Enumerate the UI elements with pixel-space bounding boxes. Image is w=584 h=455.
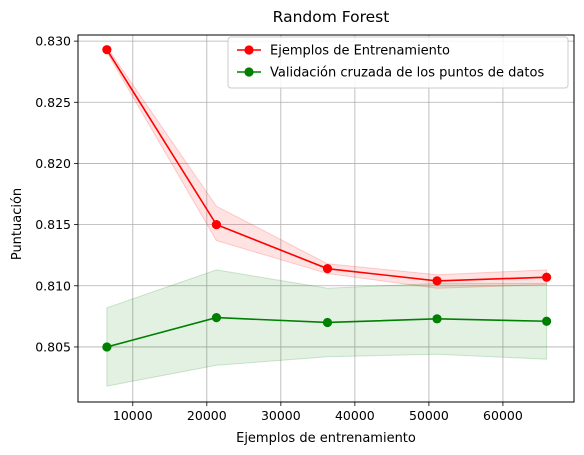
legend-swatch-marker (244, 67, 254, 77)
data-point-series-1 (432, 276, 442, 286)
legend-swatch-marker (244, 45, 254, 55)
legend: Ejemplos de Entrenamiento Validación cruz… (227, 36, 569, 89)
axis-ticks: 10000 20000 30000 40000 50000 60000 0.805 0.810… (35, 34, 523, 423)
gridlines (78, 35, 574, 402)
data-point-series-2 (322, 317, 333, 328)
y-axis-title: Puntuación (10, 188, 25, 260)
y-tick-label: 0.820 (35, 156, 71, 171)
legend-label: Ejemplos de Entrenamiento (270, 44, 450, 59)
x-tick-label: 10000 (113, 408, 153, 423)
data-point-series-1 (542, 272, 552, 282)
x-tick-label: 30000 (261, 408, 301, 423)
data-point-series-1 (102, 45, 112, 55)
confidence-band-series-2 (106, 269, 548, 387)
y-tick-label: 0.815 (35, 217, 71, 232)
series-markers (102, 45, 552, 352)
x-tick-label: 60000 (483, 408, 523, 423)
data-point-series-2 (102, 342, 112, 352)
x-tick-label: 20000 (187, 408, 227, 423)
y-tick-label: 0.805 (35, 339, 71, 354)
data-point-series-2 (211, 312, 222, 323)
data-point-series-1 (211, 220, 222, 230)
y-tick-label: 0.810 (35, 278, 71, 293)
x-axis-title: Ejemplos de entrenamiento (236, 431, 416, 446)
data-point-series-1 (322, 264, 333, 274)
y-tick-label: 0.830 (35, 34, 71, 49)
x-tick-label: 40000 (335, 408, 375, 423)
data-point-series-2 (432, 314, 442, 324)
legend-label: Validación cruzada de los puntos de dato… (270, 66, 544, 81)
chart-title: Random Forest (273, 8, 390, 26)
plot-frame (77, 34, 575, 403)
legend-box (227, 36, 569, 89)
x-tick-label: 50000 (409, 408, 449, 423)
data-point-series-2 (542, 316, 552, 326)
y-tick-label: 0.825 (35, 95, 71, 110)
